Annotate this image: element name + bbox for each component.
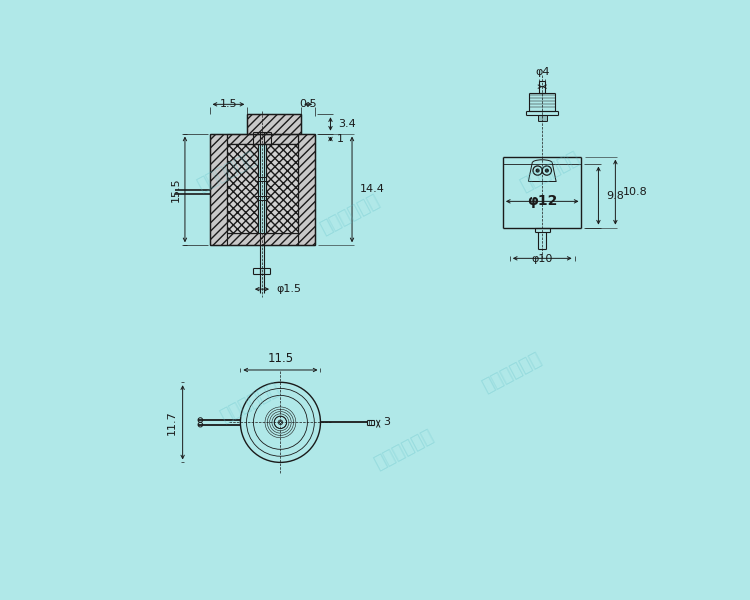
- Text: φ12: φ12: [527, 194, 557, 208]
- Circle shape: [536, 169, 539, 172]
- Text: 0.5: 0.5: [299, 99, 317, 109]
- Bar: [298, 134, 315, 245]
- Text: 德昇电磁技术: 德昇电磁技术: [478, 349, 544, 395]
- Text: 德昇电磁技术: 德昇电磁技术: [194, 149, 260, 195]
- Text: 德昇电磁技术: 德昇电磁技术: [371, 426, 436, 472]
- Text: 德昇电磁技术: 德昇电磁技术: [317, 191, 382, 238]
- Bar: [226, 145, 258, 233]
- Bar: [226, 233, 298, 245]
- Text: φ1.5: φ1.5: [277, 284, 302, 294]
- Circle shape: [545, 169, 548, 172]
- Text: 10.8: 10.8: [623, 187, 648, 197]
- Text: 11.5: 11.5: [267, 352, 293, 365]
- Text: φ10: φ10: [532, 254, 553, 265]
- Text: 德昇电磁技术: 德昇电磁技术: [518, 149, 583, 195]
- Text: 9.8: 9.8: [606, 191, 624, 200]
- Bar: [209, 134, 226, 245]
- Text: 德昇电磁技术: 德昇电磁技术: [217, 380, 282, 426]
- Text: φ4: φ4: [535, 67, 550, 77]
- Bar: [266, 145, 298, 233]
- Text: 11.7: 11.7: [167, 410, 177, 435]
- Bar: [248, 115, 302, 134]
- Text: 3: 3: [382, 418, 390, 427]
- Text: 1.5: 1.5: [220, 99, 237, 109]
- Text: 1: 1: [337, 134, 344, 144]
- Bar: [226, 134, 298, 145]
- Text: 15.5: 15.5: [171, 177, 181, 202]
- Text: 14.4: 14.4: [360, 184, 385, 194]
- Text: 3.4: 3.4: [338, 119, 356, 129]
